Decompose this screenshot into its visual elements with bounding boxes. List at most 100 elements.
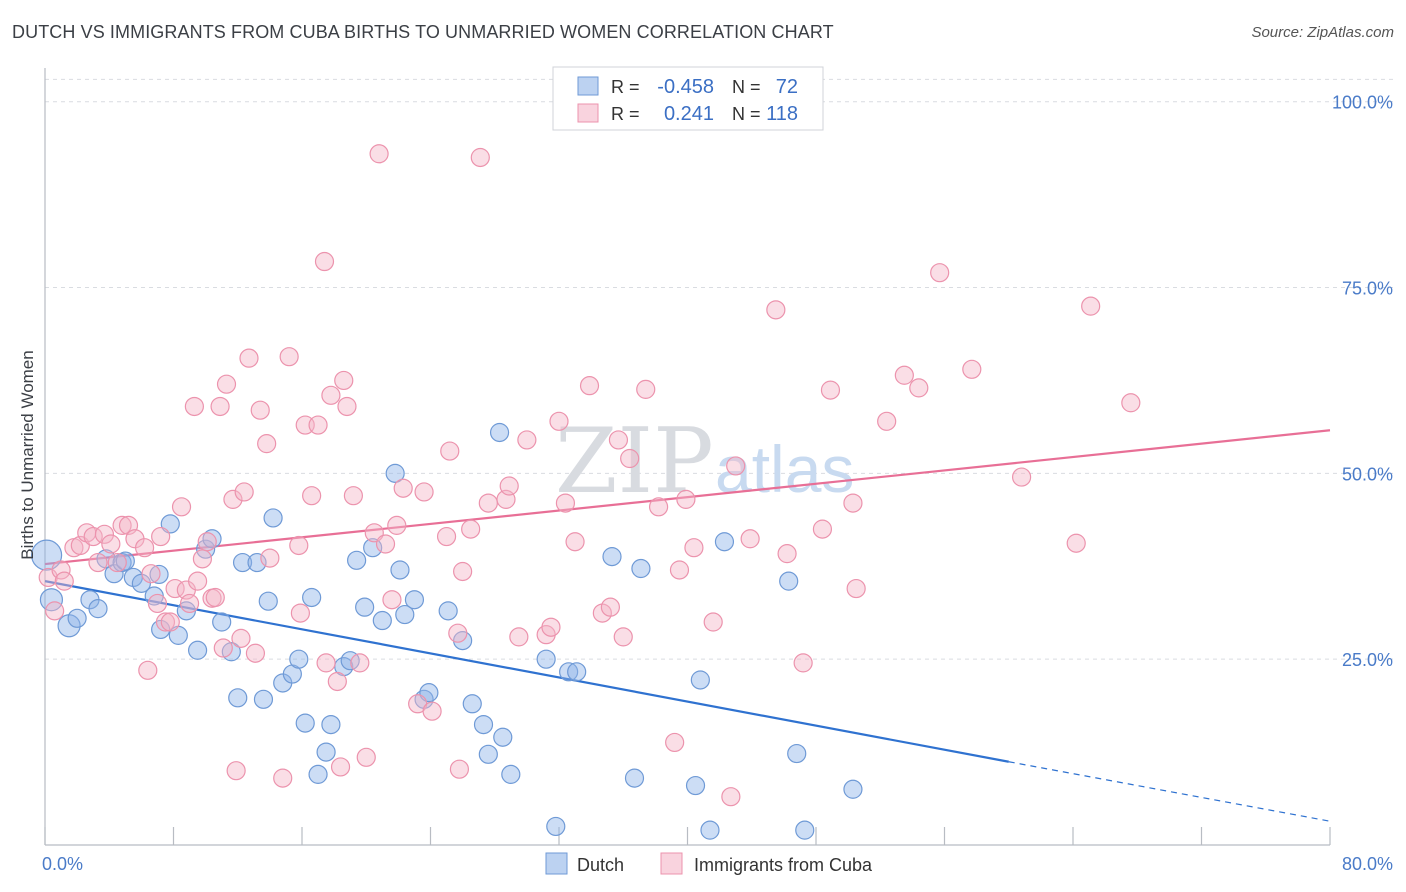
dutch-point [253, 689, 274, 709]
cuba-point [239, 348, 259, 368]
cuba-point [375, 534, 396, 554]
cuba-point [369, 144, 389, 164]
cuba-point [499, 476, 519, 496]
cuba-point [134, 538, 155, 558]
stats-r-value-0: -0.458 [657, 76, 714, 98]
cuba-point [226, 761, 246, 781]
dutch-point [212, 612, 232, 632]
dutch-point [263, 508, 283, 528]
cuba-point [260, 548, 280, 568]
cuba-point [327, 671, 347, 692]
cuba-point [184, 396, 204, 417]
stats-n-label-1: N = [732, 104, 761, 124]
cuba-point [777, 544, 797, 564]
cuba-point [579, 376, 600, 396]
series-dutch-points [31, 422, 863, 840]
cuba-point [740, 529, 760, 549]
cuba-point [316, 653, 336, 673]
cuba-point [453, 561, 473, 582]
cuba-point [877, 411, 897, 431]
cuba-point [726, 456, 746, 476]
cuba-point [223, 489, 243, 509]
dutch-point [404, 590, 425, 610]
watermark-atlas: atlas [715, 432, 854, 506]
dutch-point [363, 538, 383, 558]
dutch-point [316, 742, 336, 762]
cuba-point [141, 564, 161, 584]
cuba-point [337, 396, 357, 417]
cuba-point [356, 747, 376, 767]
dutch-point [355, 597, 375, 617]
dutch-point [131, 573, 151, 593]
cuba-point [449, 759, 470, 779]
dutch-point [160, 514, 180, 534]
cuba-point [330, 757, 351, 777]
cuba-point [112, 515, 132, 535]
dutch-point [493, 727, 513, 747]
cuba-point [665, 732, 685, 753]
cuba-point [1121, 393, 1141, 413]
cuba-point [231, 628, 251, 648]
cuba-point [565, 532, 585, 552]
dutch-point [624, 768, 645, 788]
cuba-point [205, 587, 225, 608]
dutch-point [602, 547, 622, 567]
grid-lines [45, 78, 1395, 660]
dutch-point [795, 820, 815, 840]
cuba-point [517, 430, 537, 450]
axes [44, 68, 1331, 846]
cuba-point [192, 549, 213, 569]
dutch-point [546, 816, 566, 837]
dutch-point [462, 694, 482, 714]
dutch-point [149, 564, 169, 585]
dutch-point [372, 610, 392, 631]
cuba-point [894, 365, 914, 385]
legend-label-0: Dutch [577, 855, 624, 875]
cuba-point [620, 448, 640, 469]
cuba-point [138, 660, 158, 680]
dutch-point [228, 688, 248, 708]
cuba-point [1066, 533, 1086, 553]
dutch-point [473, 714, 494, 735]
cuba-point [187, 571, 208, 591]
dutch-point [631, 558, 651, 579]
cuba-point [461, 519, 481, 539]
cuba-point [676, 489, 696, 509]
cuba-point [279, 347, 299, 367]
dutch-point [347, 550, 367, 570]
y-tick-label-2: 75.0% [1342, 279, 1393, 299]
cuba-point [94, 524, 115, 544]
cuba-point [703, 612, 723, 632]
cuba-point [414, 482, 434, 502]
watermark: ZIP atlas [555, 409, 854, 514]
dutch-point [385, 463, 405, 483]
tick-labels: 25.0% 50.0% 75.0% 100.0% 0.0% 80.0% [42, 93, 1393, 874]
dutch-point [843, 779, 863, 799]
cuba-point [766, 300, 786, 320]
cuba-point [273, 768, 293, 788]
cuba-point [478, 493, 498, 513]
dutch-point [115, 551, 135, 571]
cuba-point [147, 593, 168, 614]
cuba-point [171, 497, 192, 517]
cuba-point [213, 638, 233, 658]
cuba-point [151, 526, 171, 547]
cuba-point [314, 251, 335, 272]
y-tick-label-0: 25.0% [1342, 650, 1393, 670]
legend-swatch-1 [660, 852, 683, 875]
cuba-point [669, 560, 690, 580]
dutch-point [390, 560, 410, 580]
stats-swatch-0 [577, 76, 599, 96]
dutch-point [321, 714, 341, 735]
dutch-point [779, 571, 799, 591]
dutch-point [685, 775, 706, 796]
cuba-point [846, 578, 866, 599]
stats-n-label-0: N = [732, 77, 761, 97]
dutch-trend-line [44, 580, 1009, 763]
cuba-point [334, 370, 354, 391]
cuba-point [1081, 296, 1101, 316]
cuba-point [321, 385, 341, 405]
dutch-point [112, 552, 132, 573]
dutch-point [302, 587, 322, 608]
cuba-point [448, 623, 468, 643]
